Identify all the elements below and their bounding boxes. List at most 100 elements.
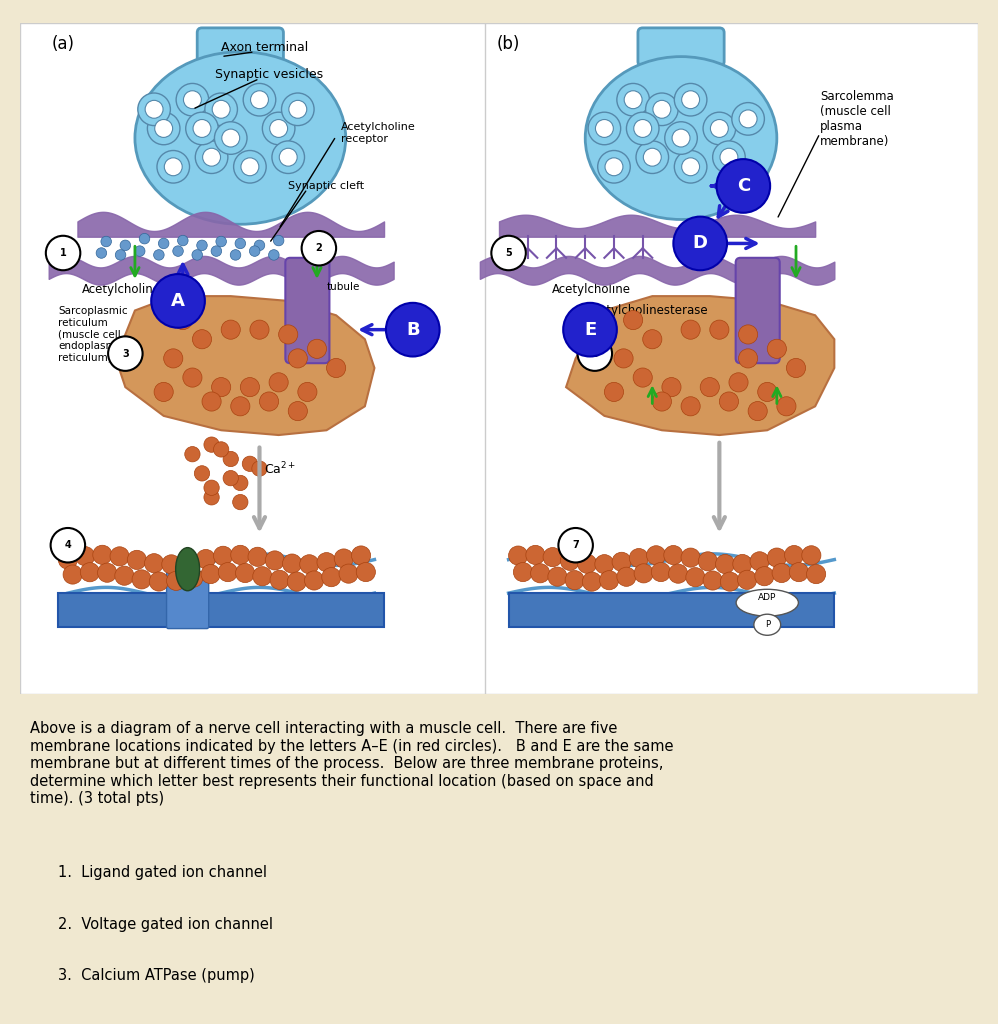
Circle shape (162, 555, 181, 573)
Circle shape (281, 93, 314, 126)
Circle shape (224, 452, 239, 467)
Text: 7: 7 (572, 541, 579, 550)
Circle shape (185, 446, 200, 462)
Circle shape (250, 321, 269, 339)
Circle shape (231, 396, 250, 416)
Circle shape (244, 83, 275, 116)
Ellipse shape (176, 548, 200, 591)
Circle shape (612, 552, 631, 571)
Circle shape (96, 248, 107, 258)
Circle shape (386, 303, 439, 356)
Circle shape (699, 552, 718, 571)
Circle shape (757, 382, 776, 401)
Text: (a): (a) (52, 35, 75, 53)
Circle shape (732, 102, 764, 135)
Circle shape (703, 113, 736, 144)
Circle shape (559, 528, 593, 562)
Circle shape (624, 91, 642, 109)
Circle shape (321, 567, 341, 587)
Circle shape (491, 236, 526, 270)
Polygon shape (116, 296, 374, 435)
Circle shape (682, 91, 700, 109)
Circle shape (711, 120, 729, 137)
Circle shape (681, 548, 701, 567)
Circle shape (662, 378, 681, 396)
Circle shape (754, 566, 774, 586)
Text: Synaptic vesicles: Synaptic vesicles (215, 68, 323, 81)
Circle shape (288, 349, 307, 368)
Circle shape (675, 83, 707, 116)
Circle shape (251, 461, 267, 476)
Circle shape (159, 239, 169, 249)
Circle shape (46, 236, 80, 270)
Circle shape (76, 547, 95, 565)
Circle shape (675, 151, 707, 183)
Circle shape (214, 441, 229, 457)
Circle shape (120, 240, 131, 251)
Circle shape (339, 564, 358, 584)
Circle shape (268, 250, 279, 260)
Circle shape (212, 378, 231, 396)
Circle shape (772, 563, 791, 583)
Circle shape (128, 550, 147, 569)
Circle shape (681, 321, 701, 339)
FancyBboxPatch shape (167, 572, 209, 629)
Ellipse shape (585, 56, 776, 219)
Circle shape (195, 466, 210, 481)
Circle shape (216, 237, 227, 247)
FancyBboxPatch shape (198, 28, 283, 67)
Circle shape (605, 382, 624, 401)
Text: Axon terminal: Axon terminal (221, 41, 308, 53)
Circle shape (165, 158, 183, 176)
Circle shape (646, 93, 679, 126)
Circle shape (273, 236, 283, 246)
Circle shape (596, 120, 614, 137)
Circle shape (595, 555, 614, 573)
Text: 1: 1 (60, 248, 67, 258)
Circle shape (282, 554, 301, 573)
FancyBboxPatch shape (509, 593, 834, 627)
Circle shape (738, 570, 756, 590)
Circle shape (231, 545, 250, 564)
Circle shape (110, 547, 129, 566)
Circle shape (138, 93, 171, 126)
Circle shape (598, 151, 631, 183)
Circle shape (304, 571, 323, 590)
Circle shape (644, 148, 662, 166)
Ellipse shape (737, 589, 798, 616)
Circle shape (806, 564, 825, 584)
Circle shape (205, 93, 238, 126)
Text: B: B (406, 321, 419, 339)
Circle shape (233, 495, 248, 510)
Ellipse shape (753, 614, 780, 635)
Circle shape (145, 100, 163, 118)
Circle shape (259, 392, 278, 411)
Circle shape (617, 567, 636, 587)
Circle shape (767, 548, 786, 567)
Circle shape (716, 554, 735, 573)
Circle shape (789, 562, 808, 582)
Circle shape (605, 158, 623, 176)
Circle shape (356, 562, 375, 582)
Circle shape (578, 336, 612, 371)
Circle shape (531, 563, 550, 583)
Circle shape (197, 550, 216, 568)
Circle shape (157, 151, 190, 183)
Circle shape (674, 217, 727, 270)
Circle shape (219, 562, 238, 582)
Circle shape (241, 158, 258, 176)
Circle shape (51, 528, 85, 562)
Circle shape (630, 549, 649, 567)
Circle shape (154, 382, 174, 401)
Circle shape (80, 562, 100, 582)
Circle shape (288, 100, 306, 118)
Circle shape (193, 120, 211, 137)
Circle shape (334, 549, 353, 568)
Circle shape (297, 382, 317, 401)
Circle shape (786, 358, 805, 378)
Circle shape (193, 330, 212, 349)
FancyBboxPatch shape (285, 258, 329, 364)
Circle shape (740, 110, 757, 128)
Circle shape (202, 392, 222, 411)
Text: A: A (171, 292, 185, 310)
